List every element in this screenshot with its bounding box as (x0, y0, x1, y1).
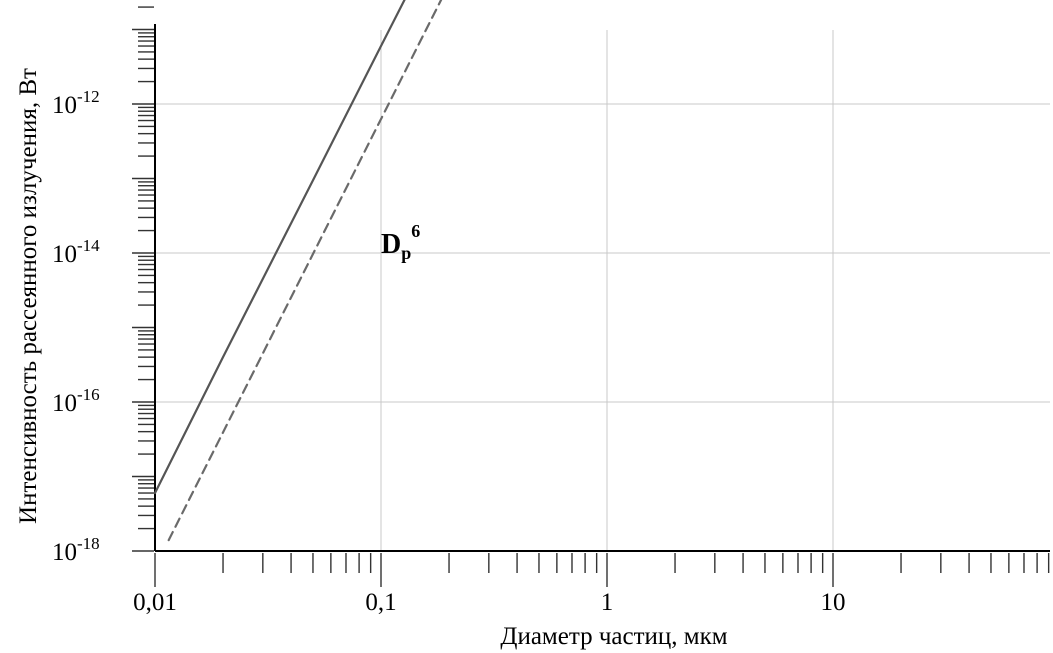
x-tick-label: 0,1 (365, 589, 396, 616)
annotation-label: Dp6 (381, 221, 420, 263)
y-axis-title: Интенсивность рассеянного излучения, Вт (15, 68, 42, 524)
series-line-solid (153, 0, 406, 495)
y-tick-label: 10-16 (52, 385, 100, 417)
y-tick-base: 10 (52, 241, 77, 268)
y-tick-exponent: -12 (77, 87, 100, 106)
annotation-subscript: p (401, 243, 411, 263)
x-tick-label: 10 (821, 589, 846, 616)
series-group (153, 0, 443, 542)
grid (155, 30, 1050, 552)
y-tick-label: 10-18 (52, 534, 100, 566)
x-tick-label: 1 (601, 589, 614, 616)
y-tick-label: 10-12 (52, 87, 100, 119)
y-tick-exponent: -16 (77, 385, 100, 404)
annotation-main: D (381, 229, 401, 260)
y-minor-ticks (132, 6, 154, 552)
x-tick-label: 0,01 (133, 589, 177, 616)
annotations: Dp6Dp2 (381, 221, 420, 263)
y-tick-base: 10 (52, 390, 77, 417)
y-tick-exponent: -14 (77, 236, 100, 255)
series-line-dashed (167, 0, 443, 542)
y-tick-base: 10 (52, 539, 77, 566)
y-tick-exponent: -18 (77, 534, 100, 553)
axes (154, 24, 1050, 552)
x-minor-ticks (154, 553, 1050, 587)
y-tick-label: 10-14 (52, 236, 100, 268)
x-axis-title: Диаметр частиц, мкм (500, 623, 727, 650)
y-tick-base: 10 (52, 92, 77, 119)
x-tick-labels: 0,01 0,1 1 10 (133, 589, 845, 616)
annotation-superscript: 6 (411, 221, 420, 241)
